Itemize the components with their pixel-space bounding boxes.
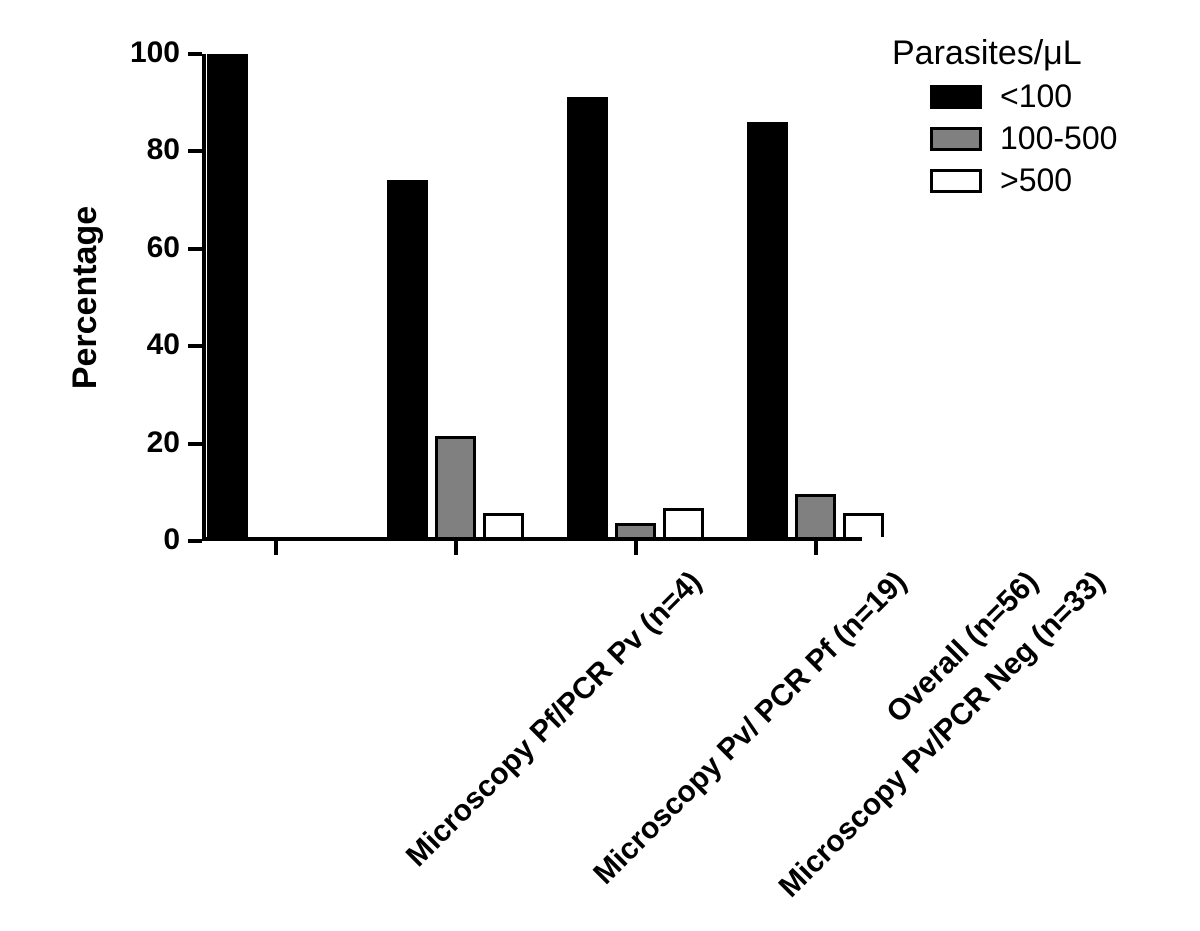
y-tick-label: 20 [110,426,180,460]
bar [567,97,608,537]
y-tick-label: 80 [110,133,180,167]
x-tick [634,541,638,555]
y-tick [188,247,202,251]
legend-item: <100 [930,78,1072,115]
y-tick-label: 100 [110,36,180,70]
plot-area: 020406080100Microscopy Pf/PCR Pv (n=4)Mi… [202,54,862,541]
y-tick-label: 40 [110,328,180,362]
bar [843,513,884,537]
bar [795,494,836,537]
bar [747,122,788,537]
legend-label: >500 [1000,162,1072,199]
legend-swatch [930,169,982,193]
bar [615,523,656,537]
bar [663,508,704,537]
bar [483,513,524,537]
legend-swatch [930,85,982,109]
legend: Parasites/μL <100100-500>500 [892,34,1082,73]
y-tick [188,442,202,446]
legend-swatch [930,127,982,151]
legend-label: <100 [1000,78,1072,115]
legend-item: 100-500 [930,120,1117,157]
y-tick-label: 60 [110,231,180,265]
bar [207,54,248,537]
x-tick [274,541,278,555]
y-axis-title: Percentage [66,54,105,541]
y-tick [188,539,202,543]
x-axis-line [202,537,862,541]
y-tick [188,149,202,153]
bar [387,180,428,537]
x-tick [814,541,818,555]
x-tick [454,541,458,555]
legend-title: Parasites/μL [892,34,1082,73]
bar [435,436,476,537]
y-tick [188,344,202,348]
legend-item: >500 [930,162,1072,199]
y-tick [188,52,202,56]
parasitemia-bar-chart: 020406080100Microscopy Pf/PCR Pv (n=4)Mi… [0,0,1200,931]
x-tick-label: Microscopy Pv/PCR Neg (n=33) [772,565,1111,904]
y-tick-label: 0 [110,523,180,557]
legend-label: 100-500 [1000,120,1117,157]
y-axis-line [202,54,206,541]
